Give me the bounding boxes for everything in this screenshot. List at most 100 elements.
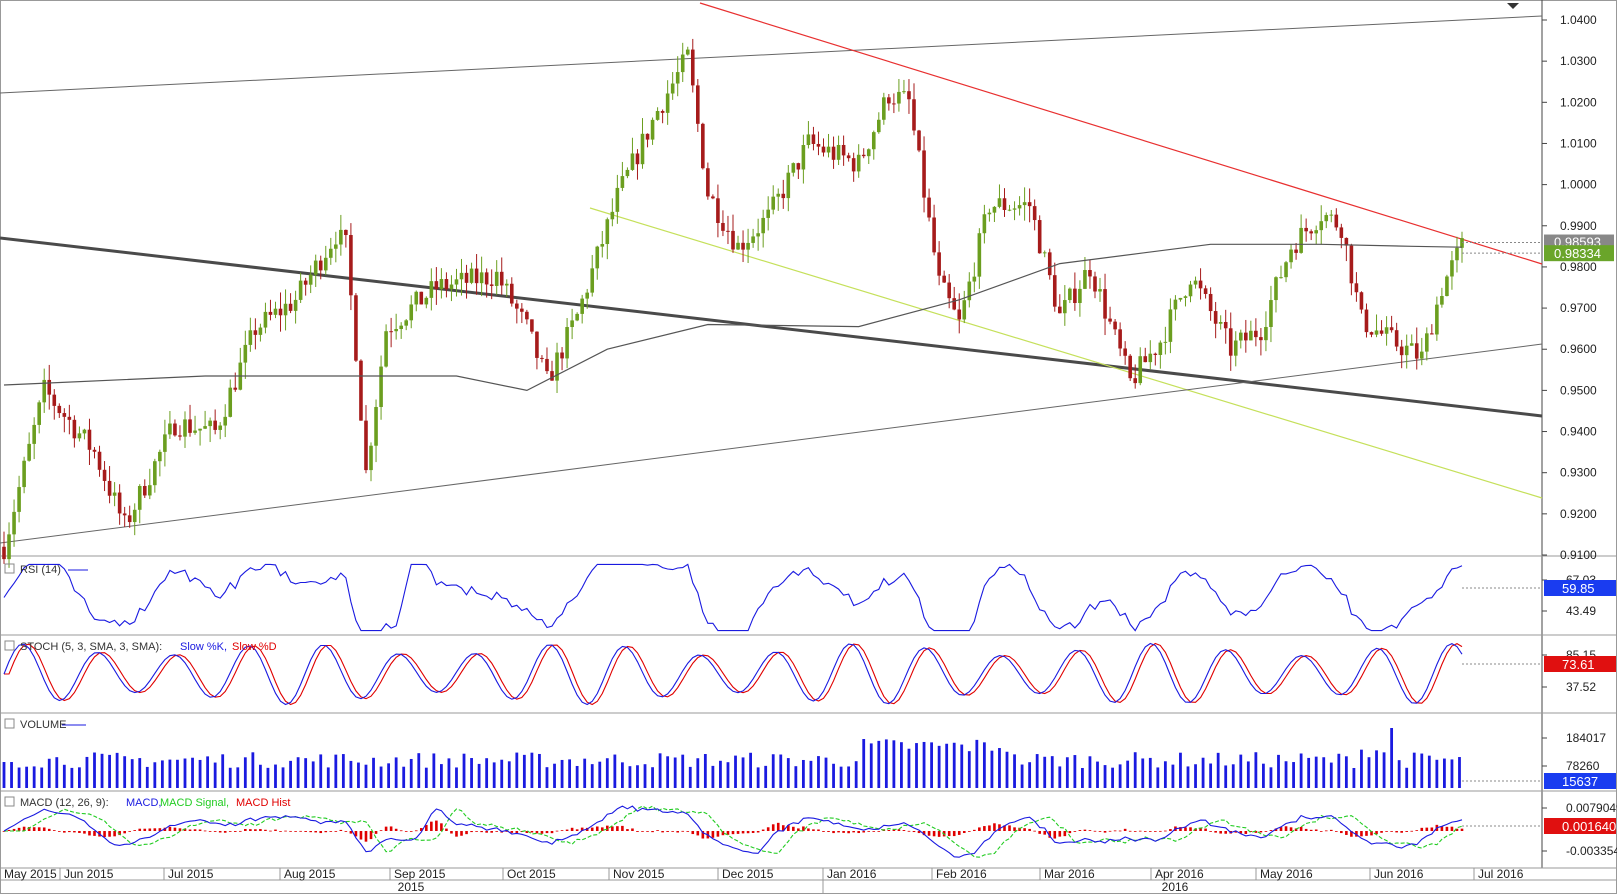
macd-hist-bar [626, 829, 629, 831]
macd-hist-bar [1108, 830, 1112, 832]
candle-down [1073, 288, 1077, 304]
volume-bar [138, 758, 142, 788]
candle-up [605, 219, 610, 245]
macd-hist-bar [862, 831, 866, 833]
candle-up [1218, 322, 1223, 324]
macd-hist-bar [425, 824, 428, 831]
candle-up [630, 153, 635, 170]
volume-bar [47, 758, 51, 788]
candle-up [555, 352, 559, 381]
volume-bar [1246, 761, 1250, 788]
scroll-down-icon[interactable] [1507, 3, 1519, 9]
price-tick-label: 0.9400 [1560, 425, 1597, 439]
macd-hist-bar [973, 829, 976, 831]
volume-bar [1277, 754, 1280, 788]
candle-up [1289, 249, 1293, 263]
candle-up [414, 291, 419, 305]
volume-bar [1096, 761, 1099, 788]
macd-hist-bar [178, 828, 182, 831]
moving-average-line [3, 243, 1463, 392]
candle-up [1409, 343, 1414, 346]
candle-up [640, 133, 645, 165]
macd-hist-bar [1123, 828, 1127, 831]
candle-down [1349, 245, 1354, 284]
macd-hist-bar [1043, 831, 1047, 835]
macd-hist-bar [1390, 831, 1393, 832]
month-label: Dec 2015 [722, 867, 774, 881]
macd-last-tag-text: 0.0016405 [1562, 819, 1617, 834]
macd-hist-bar [852, 831, 855, 833]
macd-hist-bar [1329, 829, 1333, 831]
volume-bar [1269, 767, 1273, 788]
macd-hist-bar [470, 831, 473, 833]
candle-down [1414, 343, 1419, 359]
volume-bar [696, 758, 700, 788]
macd-hist-bar [847, 831, 850, 834]
candle-up [308, 274, 313, 285]
macd-hist-bar [746, 831, 750, 834]
macd-hist-bar [1038, 831, 1041, 834]
macd-hist-bar [153, 828, 157, 831]
candle-down [47, 379, 52, 395]
candle-up [756, 233, 760, 237]
volume-bar [907, 748, 911, 788]
volume-bar [786, 758, 790, 788]
volume-bar [1118, 764, 1122, 788]
candle-up [394, 329, 398, 332]
macd-hist-bar [967, 831, 971, 832]
candle-up [1017, 205, 1022, 209]
volume-bar [1156, 767, 1160, 788]
candle-up [877, 119, 881, 133]
macd-hist-bar [756, 831, 760, 833]
macd-hist-bar [83, 831, 86, 834]
candle-down [731, 230, 735, 250]
year-label: 2015 [398, 880, 425, 894]
candle-up [17, 487, 21, 512]
candle-down [1399, 346, 1404, 356]
volume-bar [975, 739, 979, 788]
candle-up [168, 423, 172, 435]
candle-up [1188, 284, 1193, 297]
candle-up [374, 407, 378, 446]
volume-bar [1050, 756, 1054, 788]
candle-up [610, 211, 615, 220]
candle-up [987, 212, 992, 215]
macd-hist-bar [183, 828, 187, 831]
macd-hist-bar [792, 826, 795, 831]
macd-hist-bar [1214, 831, 1217, 833]
stoch-k-line [3, 642, 1463, 706]
candle-down [92, 449, 97, 452]
candle-up [897, 91, 901, 104]
candle-down [1118, 329, 1122, 349]
price-tick-label: 0.9700 [1560, 301, 1597, 315]
volume-bar [1382, 752, 1386, 788]
candle-down [1364, 309, 1369, 333]
macd-hist-bar [465, 831, 468, 835]
candle-down [1294, 249, 1298, 253]
volume-bar [854, 761, 858, 788]
candle-up [565, 327, 569, 359]
candle-down [444, 279, 449, 290]
candle-down [102, 469, 107, 481]
candle-down [359, 360, 363, 421]
candle-up [1148, 353, 1153, 363]
volume-bar [960, 744, 964, 788]
macd-hist-bar [490, 831, 493, 833]
candle-down [811, 134, 816, 144]
volume-bar [1314, 756, 1318, 788]
macd-hist-bar [962, 831, 966, 834]
volume-bar [432, 753, 436, 788]
candle-down [1430, 333, 1434, 335]
macd-hist-bar [1284, 826, 1288, 831]
candle-down [474, 268, 479, 284]
price-tick-label: 0.9300 [1560, 466, 1597, 480]
volume-bar [688, 766, 692, 788]
macd-hist-bar [611, 826, 614, 831]
candle-down [1244, 332, 1248, 341]
candle-up [208, 420, 212, 427]
macd-hist-bar [440, 823, 443, 831]
macd-hist-bar [1204, 828, 1207, 831]
macd-hist-bar [123, 831, 126, 834]
candle-down [344, 229, 348, 236]
